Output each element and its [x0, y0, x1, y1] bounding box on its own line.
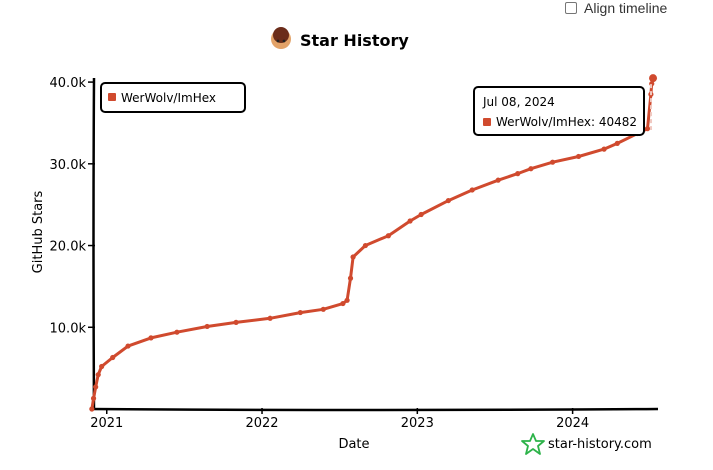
data-point	[95, 372, 101, 378]
data-point	[350, 254, 356, 260]
x-axis-line	[89, 407, 659, 412]
data-point	[418, 211, 424, 218]
tooltip-date: Jul 08, 2024	[482, 95, 555, 109]
tooltip-value-line: WerWolv/ImHex: 40482	[496, 115, 637, 129]
tooltip: Jul 08, 2024 WerWolv/ImHex: 40482	[473, 86, 645, 136]
tooltip-swatch	[483, 118, 491, 126]
x-tick-label: 2023	[401, 416, 434, 431]
data-point	[110, 354, 116, 361]
tooltip-sep: :	[591, 115, 599, 129]
data-point	[614, 140, 620, 146]
data-point	[89, 406, 95, 412]
tooltip-series: WerWolv/ImHex	[496, 115, 591, 129]
data-point	[649, 74, 658, 83]
align-timeline-control[interactable]: Align timeline	[565, 0, 667, 16]
x-axis-label: Date	[338, 437, 369, 452]
x-tick-label: 2022	[245, 416, 278, 431]
x-tick-label: 2021	[90, 416, 123, 431]
chart-title: Star History	[300, 31, 409, 50]
data-point	[148, 335, 154, 341]
legend-label: WerWolv/ImHex	[121, 91, 216, 105]
data-point	[297, 309, 303, 316]
data-point	[528, 166, 534, 172]
data-point	[515, 171, 521, 177]
title-avatar-icon	[271, 27, 291, 49]
y-tick-label: 30.0k	[50, 158, 87, 173]
data-point	[644, 126, 651, 132]
data-point	[445, 197, 451, 204]
x-tick-label: 2024	[556, 416, 589, 431]
data-point	[125, 343, 131, 349]
data-point	[93, 384, 99, 390]
data-point	[344, 297, 350, 303]
data-point	[233, 319, 239, 325]
align-timeline-checkbox[interactable]	[565, 2, 577, 14]
data-point	[267, 315, 273, 321]
data-point	[575, 153, 582, 160]
data-point	[340, 300, 346, 307]
star-icon	[521, 433, 545, 455]
brand-text: star-history.com	[548, 437, 652, 452]
y-axis-label: GitHub Stars	[31, 190, 46, 273]
y-tick-label: 40.0k	[50, 76, 87, 91]
y-tick-label: 10.0k	[50, 321, 87, 336]
align-timeline-label: Align timeline	[584, 0, 668, 16]
data-point	[99, 363, 105, 370]
data-point	[362, 242, 369, 249]
data-point	[347, 275, 354, 281]
data-point	[320, 306, 326, 312]
legend: WerWolv/ImHex	[100, 82, 246, 113]
data-point	[204, 323, 210, 330]
data-point	[385, 233, 391, 239]
data-point	[469, 187, 475, 193]
data-point	[174, 329, 180, 335]
legend-swatch	[108, 93, 116, 101]
data-point	[90, 395, 97, 401]
data-point	[495, 177, 501, 183]
y-axis-line	[92, 77, 96, 411]
data-point	[407, 218, 413, 224]
tooltip-value: 40482	[599, 115, 637, 129]
y-tick-label: 20.0k	[50, 240, 87, 255]
data-point	[601, 146, 607, 152]
data-point	[550, 159, 556, 165]
